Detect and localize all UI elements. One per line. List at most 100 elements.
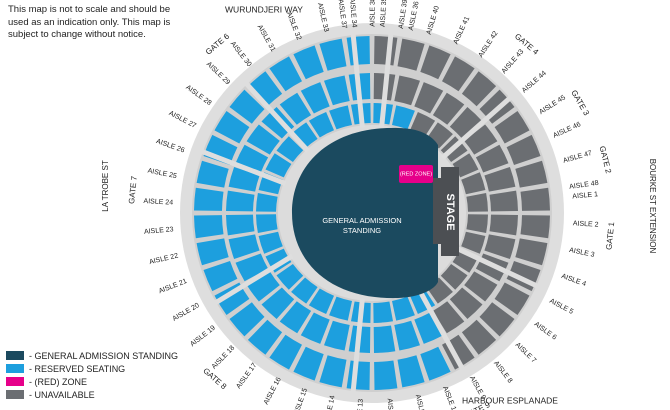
- red-zone-label: (RED ZONE): [400, 171, 432, 177]
- upper-tier-section: [397, 38, 425, 71]
- upper-tier-section: [196, 160, 229, 188]
- middle-tier-section: [414, 312, 444, 344]
- stage-block: [433, 167, 459, 256]
- upper-tier-section: [293, 45, 324, 80]
- street-label-east: BOURKE ST EXTENSION: [648, 159, 657, 254]
- upper-tier-section: [203, 261, 238, 292]
- lower-tier-section: [308, 112, 334, 138]
- upper-tier-section: [293, 346, 324, 381]
- aisle-label: AISLE 48: [569, 180, 599, 191]
- gate-label: GATE 6: [204, 31, 232, 56]
- middle-tier-section: [279, 301, 312, 334]
- aisle-label: AISLE 17: [235, 362, 258, 390]
- aisle-label: AISLE 11: [414, 394, 427, 410]
- lower-tier-section: [461, 231, 486, 254]
- middle-tier-section: [324, 320, 350, 351]
- legend-label: - RESERVED SEATING: [29, 363, 126, 374]
- middle-tier-section: [373, 325, 396, 353]
- aisle-label: AISLE 18: [211, 345, 237, 371]
- middle-tier-section: [484, 167, 516, 192]
- middle-tier-section: [489, 190, 518, 212]
- aisle-path: [415, 286, 466, 371]
- aisle-label: AISLE 31: [256, 24, 277, 53]
- aisle-label: AISLE 16: [263, 376, 283, 406]
- lower-tier-section: [256, 193, 278, 212]
- legend-item-unavailable: - UNAVAILABLE: [6, 388, 178, 401]
- aisle-label: AISLE 12: [386, 398, 396, 410]
- middle-tier-section: [475, 144, 509, 173]
- aisle-path: [243, 81, 310, 153]
- aisle-label: AISLE 30: [229, 40, 253, 68]
- stage-label: STAGE: [444, 193, 456, 230]
- aisle-label: AISLE 42: [478, 30, 500, 59]
- aisle-label: AISLE 10: [441, 385, 458, 410]
- lower-tier-section: [256, 214, 278, 233]
- aisle-label: AISLE 27: [168, 110, 198, 130]
- aisle-label: AISLE 23: [144, 226, 174, 236]
- upper-tier-section: [420, 45, 451, 80]
- map-disclaimer: This map is not to scale and should be u…: [8, 4, 171, 40]
- aisle-path: [379, 32, 394, 128]
- lower-tier-section: [392, 105, 415, 130]
- legend-swatch-red-zone: [6, 377, 24, 386]
- upper-tier-section: [319, 355, 347, 388]
- upper-tier-section: [214, 111, 250, 144]
- upper-tier-section: [520, 215, 550, 239]
- middle-tier-section: [226, 214, 255, 236]
- middle-tier-section: [300, 312, 330, 344]
- aisle-label: AISLE 26: [155, 138, 185, 155]
- aisle-label: AISLE 36: [408, 1, 421, 31]
- aisle-label: AISLE 34: [348, 0, 358, 28]
- upper-tier-section: [442, 56, 475, 92]
- aisle-label: AISLE 29: [205, 61, 231, 87]
- upper-tier-section: [247, 319, 283, 355]
- lower-tier-section: [466, 193, 488, 212]
- gate-label: GATE 7: [127, 175, 139, 204]
- middle-tier-section: [226, 190, 255, 212]
- upper-tier-section: [194, 215, 224, 239]
- middle-tier-section: [449, 287, 483, 319]
- middle-tier-section: [489, 214, 518, 236]
- aisle-label: AISLE 32: [285, 11, 302, 41]
- lower-tier-section: [373, 301, 393, 323]
- upper-tier-section: [515, 238, 548, 266]
- gate-label: GATE 9: [463, 400, 492, 410]
- lower-tier-section: [291, 277, 318, 304]
- aisle-path: [200, 148, 287, 186]
- street-label-west: LA TROBE ST: [101, 160, 110, 212]
- upper-tier-section: [494, 111, 530, 144]
- lower-tier-section: [308, 288, 334, 314]
- middle-tier-section: [279, 92, 312, 125]
- legend-label: - GENERAL ADMISSION STANDING: [29, 350, 179, 361]
- aisle-label: AISLE 47: [562, 150, 592, 165]
- legend-swatch-unavailable: [6, 390, 24, 399]
- upper-tier-section: [229, 302, 265, 337]
- street-label-north: WURUNDJERI WAY: [225, 4, 303, 14]
- gate-label: GATE 1: [604, 221, 616, 250]
- aisle-label: AISLE 2: [573, 220, 599, 228]
- middle-tier-section: [246, 271, 280, 302]
- gate-label: GATE 3: [569, 88, 591, 117]
- aisle-label: AISLE 38: [369, 0, 376, 27]
- lower-tier-section: [276, 136, 304, 162]
- middle-tier-section: [432, 92, 465, 125]
- aisle-label: AISLE 7: [514, 342, 537, 365]
- aisle-label: AISLE 22: [149, 253, 179, 267]
- upper-tier-section: [420, 346, 451, 381]
- legend-label: - (RED) ZONE: [29, 376, 87, 387]
- aisle-label: AISLE 19: [189, 324, 217, 348]
- lower-tier-section: [392, 296, 415, 321]
- aisle-label: AISLE 13: [356, 399, 365, 410]
- aisle-label: AISLE 45: [538, 94, 567, 116]
- lower-tier-section: [452, 153, 479, 178]
- upper-tier-section: [269, 334, 302, 370]
- gate-label: GATE 2: [598, 145, 614, 175]
- upper-tier-section: [479, 302, 515, 337]
- aisle-label: AISLE 24: [143, 198, 173, 207]
- red-zone-area: [399, 165, 433, 183]
- aisle-label: AISLE 4: [560, 273, 587, 288]
- middle-tier-section: [394, 320, 420, 351]
- middle-tier-section: [484, 234, 516, 259]
- lower-tier-section: [265, 153, 292, 178]
- aisle-label: AISLE 39: [398, 0, 409, 29]
